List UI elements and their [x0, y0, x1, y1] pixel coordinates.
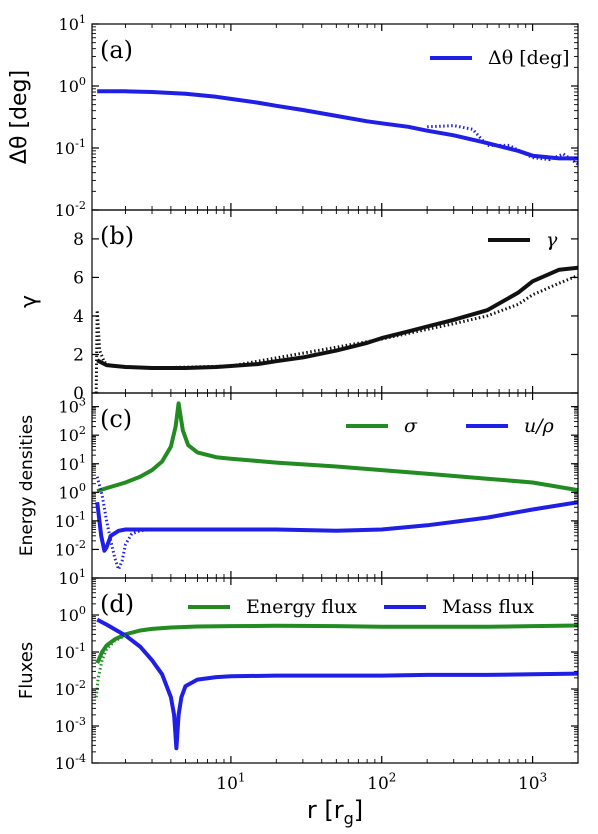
panel-label-b: (b): [100, 222, 134, 250]
series-line-d-2: [94, 634, 127, 698]
y-tick-label-b-1: 2: [73, 345, 84, 365]
series-line-d-1: [96, 617, 578, 751]
y-tick-label-a-0: 101: [59, 13, 86, 34]
y-tick-label-d-3: 10-2: [55, 678, 86, 699]
series-line-b-0: [96, 265, 578, 370]
panel-label-d: (d): [100, 590, 134, 618]
y-axis-label-d: Fluxes: [16, 642, 37, 699]
y-tick-label-d-1: 100: [59, 604, 86, 625]
panel-d: 101 100 10-1 10-2 10-3 10-4 (d) Fluxes Energy fl…: [16, 567, 579, 773]
x-tick-label-1: 102: [367, 770, 396, 794]
panel-label-a: (a): [100, 36, 133, 64]
x-axis-label: r [rg]: [307, 796, 363, 828]
series-line-a-0: [97, 89, 578, 161]
y-tick-label-b-4: 8: [73, 230, 84, 250]
y-axis-label-c: Energy densities: [17, 415, 37, 556]
axes-frame-d: [91, 577, 579, 764]
x-tick-label-0: 101: [216, 770, 245, 794]
y-tick-label-c-4: 10-1: [55, 510, 86, 531]
y-tick-label-c-2: 101: [59, 453, 86, 474]
y-tick-label-c-0: 103: [59, 395, 86, 416]
legend-label-d-0: Energy flux: [246, 596, 357, 618]
y-axis-label-b: γ: [17, 295, 42, 308]
y-tick-label-d-5: 10-4: [55, 752, 86, 773]
y-axis-label-a: Δθ [deg]: [7, 70, 32, 164]
panel-label-c: (c): [100, 405, 132, 433]
y-tick-label-b-0: 0: [73, 384, 84, 404]
series-line-d-0: [95, 623, 578, 664]
y-tick-label-d-0: 101: [59, 567, 86, 588]
axes-frame-c: [91, 392, 579, 579]
panel-b: 0 2 4 6 8 (b) γ γ: [17, 209, 579, 404]
panel-a: 101 100 10-1 10-2 (a) Δθ [deg] Δθ [deg]: [7, 13, 579, 220]
x-tick-label-2: 103: [518, 770, 547, 794]
legend-label-c-1: u/ρ: [524, 415, 555, 437]
y-tick-label-b-3: 6: [73, 268, 84, 288]
legend-label-d-1: Mass flux: [442, 596, 534, 618]
y-tick-label-c-3: 100: [59, 481, 86, 502]
y-tick-label-d-2: 10-1: [55, 641, 86, 662]
y-tick-label-a-1: 100: [59, 75, 86, 96]
y-tick-label-a-3: 10-2: [55, 199, 86, 220]
y-tick-label-a-2: 10-1: [55, 137, 86, 158]
series-line-c-2: [95, 476, 153, 571]
y-tick-label-d-4: 10-3: [55, 715, 86, 736]
series-line-c-1: [95, 500, 578, 553]
panel-c: 103 102 101 100 10-1 10-2 (c) Energy densities σ…: [17, 392, 579, 579]
legend-label-a-0: Δθ [deg]: [488, 47, 570, 69]
legend-label-b-0: γ: [546, 229, 558, 251]
series-line-c-0: [96, 401, 578, 494]
y-tick-label-c-1: 102: [59, 424, 86, 445]
series-line-b-1: [94, 274, 578, 393]
series-line-a-1: [427, 124, 578, 166]
y-tick-label-c-5: 10-2: [55, 538, 86, 559]
y-tick-label-b-2: 4: [73, 307, 84, 327]
legend-label-c-0: σ: [404, 415, 418, 437]
